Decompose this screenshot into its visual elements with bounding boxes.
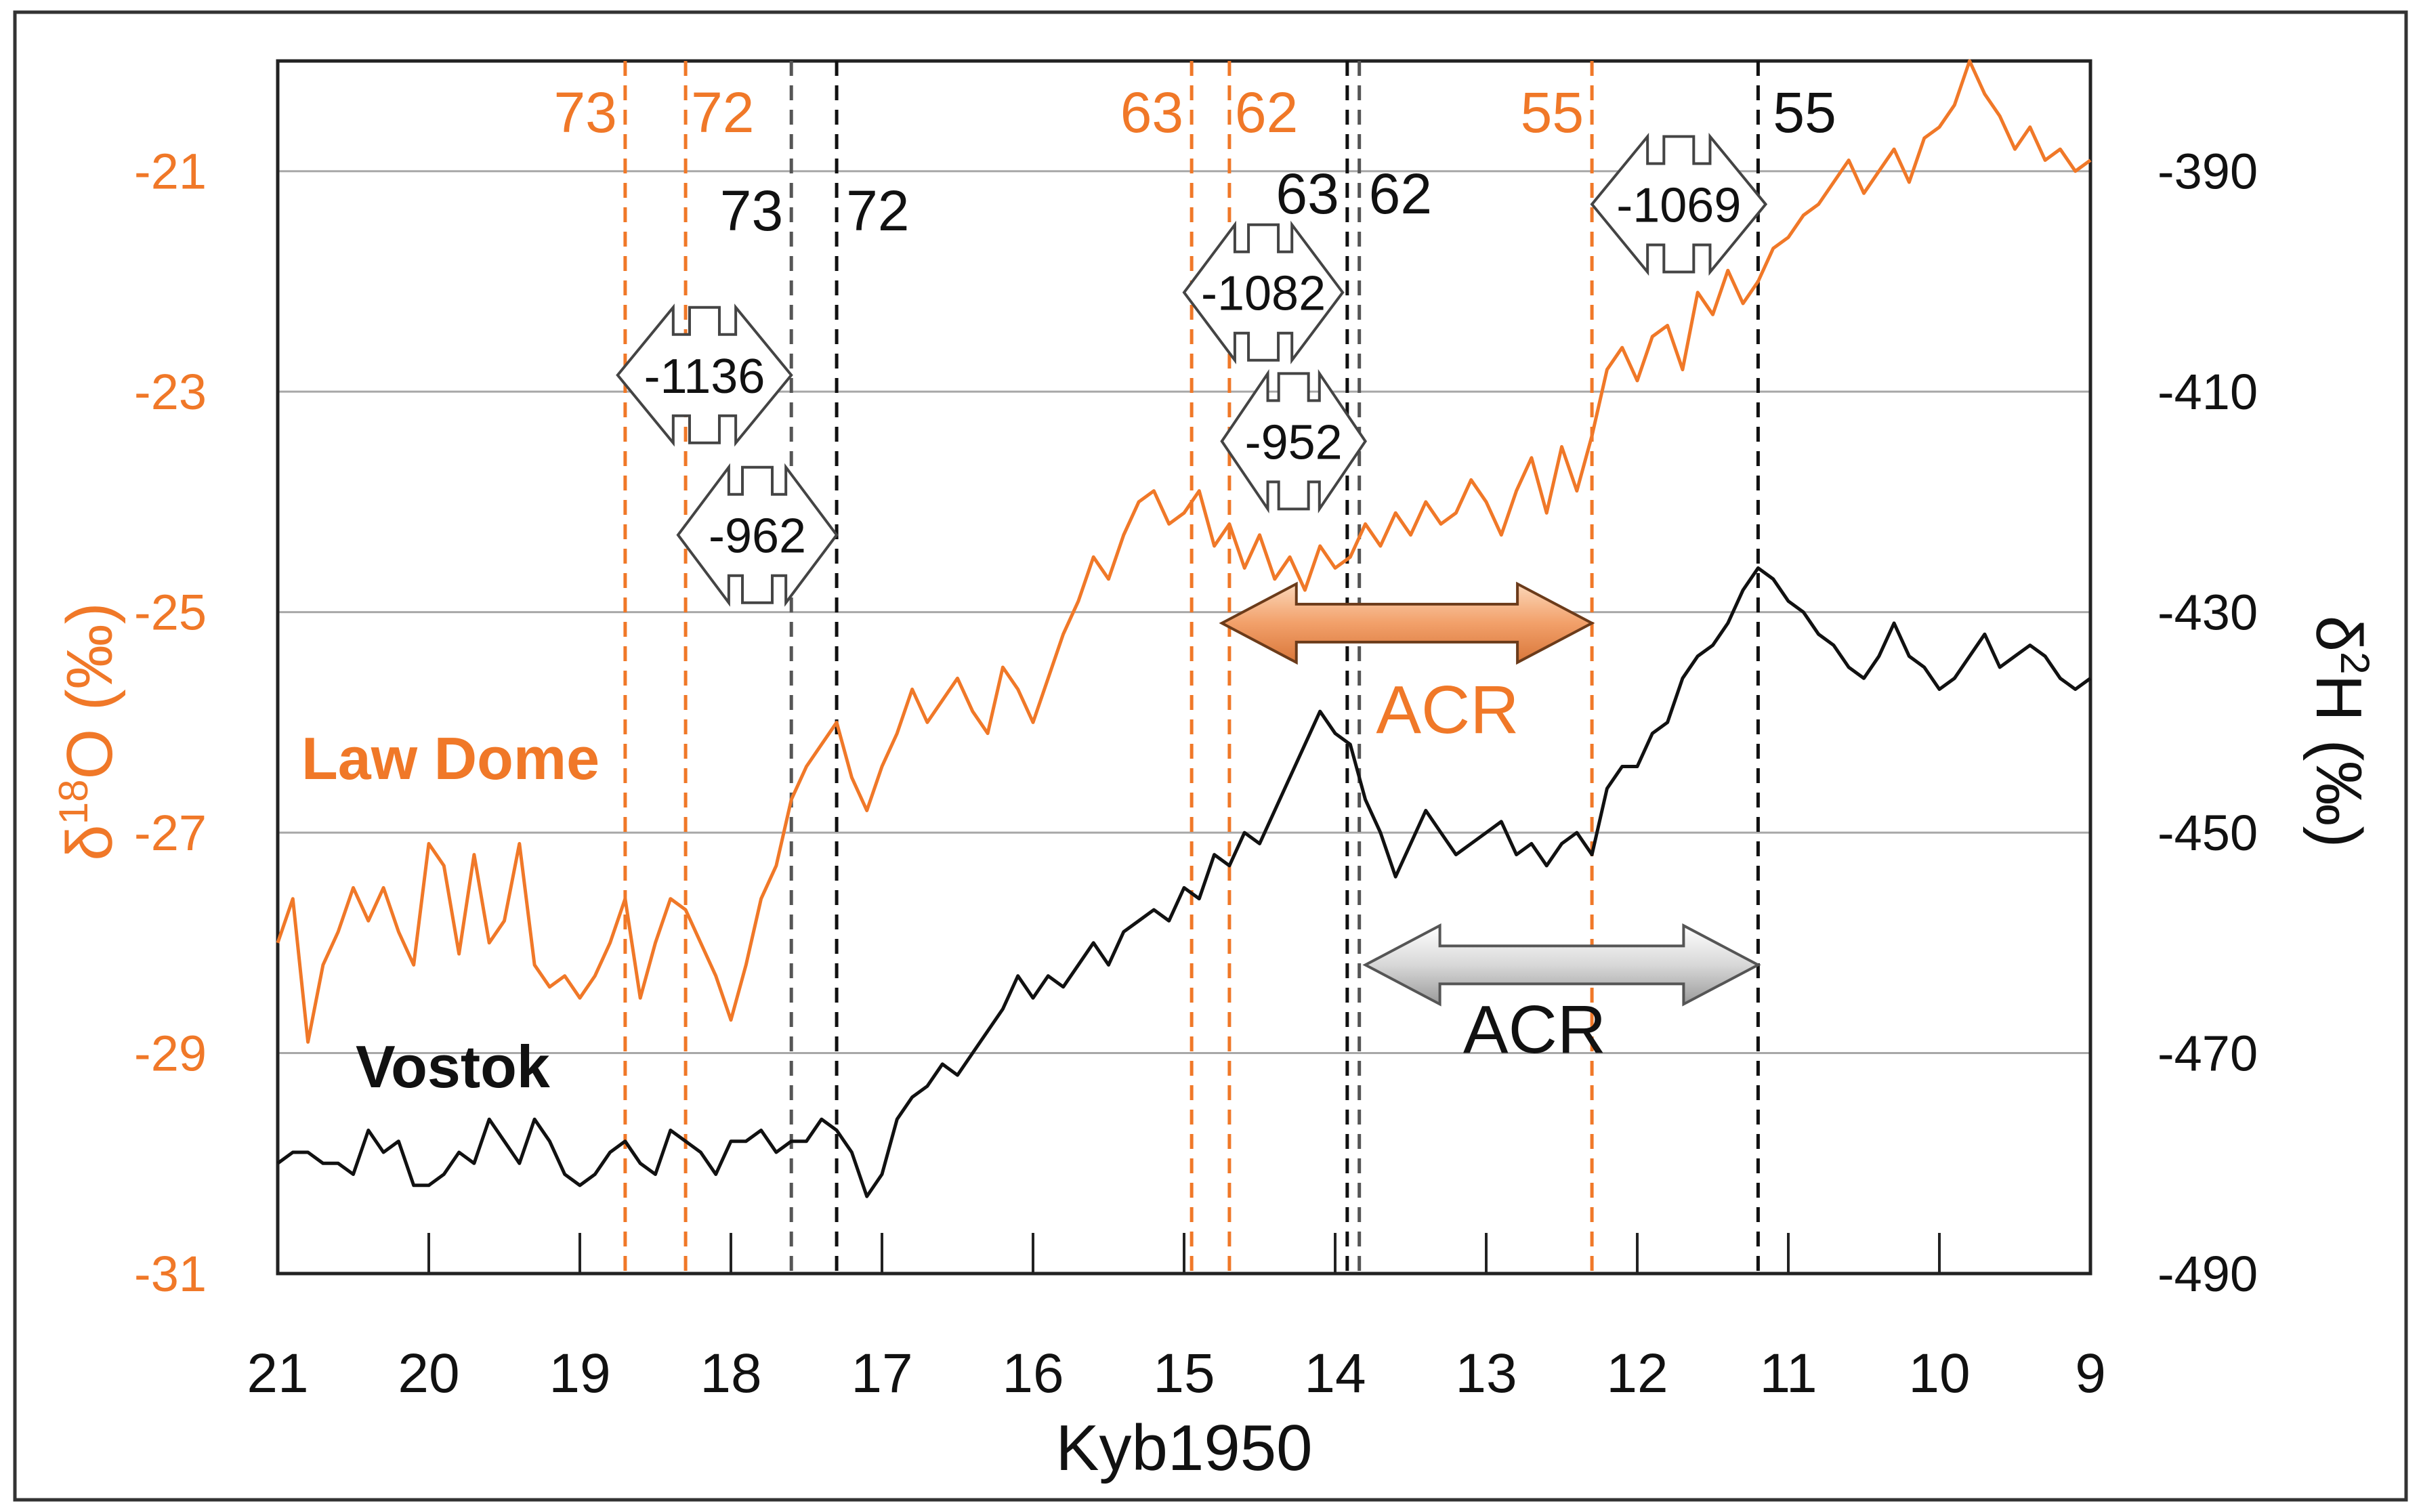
y-left-tick-label: -27 (134, 805, 207, 861)
y-right-tick-label: -450 (2157, 805, 2258, 861)
y-right-tick-label: -490 (2157, 1246, 2258, 1302)
gridlines (278, 170, 2090, 1055)
event-label: 55 (1773, 81, 1836, 144)
x-tick-label: 15 (1153, 1343, 1215, 1404)
event-label: 72 (846, 179, 909, 243)
x-tick-label: 13 (1455, 1343, 1517, 1404)
event-label: 63 (1120, 81, 1183, 144)
lag-label: -1069 (1616, 179, 1741, 233)
lag-label: -1082 (1201, 267, 1326, 321)
lag-label: -952 (1245, 415, 1343, 469)
lag-label: -1136 (644, 350, 765, 404)
series-line-law-dome (276, 59, 2092, 1044)
y-left-tick-label: -23 (134, 364, 207, 420)
y-left-tick-label: -29 (134, 1026, 207, 1082)
y-right-axis-title: δ2H (‰) (2302, 616, 2378, 848)
x-tick-label: 20 (398, 1343, 459, 1404)
lag-label: -962 (709, 509, 806, 564)
event-label: 55 (1521, 81, 1584, 144)
acr-arrow (1219, 581, 1595, 665)
lag-arrow (676, 463, 839, 607)
event-label: 62 (1369, 162, 1432, 226)
y-left-tick-label: -25 (134, 585, 207, 641)
acr-arrow (1362, 923, 1761, 1007)
lag-arrows (616, 132, 1768, 607)
series-label-law-dome: Law Dome (301, 725, 599, 792)
x-tick-label: 19 (549, 1343, 610, 1404)
y-right-tick-label: -430 (2157, 585, 2258, 641)
x-axis-title: Kyb1950 (1056, 1412, 1313, 1484)
event-label: 72 (691, 81, 754, 144)
y-left-axis-title: δ18O (‰) (51, 602, 126, 860)
axis-labels: -21 -23 -25 -27 -29 -31 -390 -410 -430 -450 -470 -4… (51, 81, 2378, 1484)
y-left-tick-label: -31 (134, 1246, 207, 1302)
event-label: 63 (1276, 162, 1339, 226)
x-tick-label: 11 (1759, 1343, 1817, 1404)
x-tick-label: 14 (1304, 1343, 1366, 1404)
acr-label: ACR (1463, 992, 1606, 1068)
acr-label: ACR (1376, 672, 1519, 748)
x-axis-ticks (276, 1233, 2092, 1274)
x-tick-label: 17 (851, 1343, 912, 1404)
lag-arrow (1182, 220, 1345, 364)
x-tick-label: 16 (1002, 1343, 1064, 1404)
series-lines (276, 59, 2092, 1198)
event-label: 62 (1235, 81, 1298, 144)
series-label-vostok: Vostok (356, 1033, 551, 1100)
y-right-tick-label: -470 (2157, 1026, 2258, 1082)
lag-arrow (1590, 132, 1768, 276)
event-label: 73 (720, 179, 783, 243)
y-right-tick-label: -390 (2157, 144, 2258, 200)
acr-spans (1219, 581, 1761, 1007)
y-left-tick-label: -21 (134, 144, 207, 200)
series-line-vostok (276, 566, 2092, 1198)
event-label: 73 (553, 81, 616, 144)
x-tick-label: 21 (247, 1343, 308, 1404)
x-tick-label: 9 (2075, 1343, 2106, 1404)
x-tick-label: 10 (1908, 1343, 1970, 1404)
x-tick-label: 12 (1606, 1343, 1668, 1404)
lag-arrow (1220, 369, 1368, 513)
lag-arrow (616, 303, 793, 447)
event-lines (623, 61, 1760, 1274)
x-tick-label: 18 (700, 1343, 761, 1404)
y-right-tick-label: -410 (2157, 364, 2258, 420)
